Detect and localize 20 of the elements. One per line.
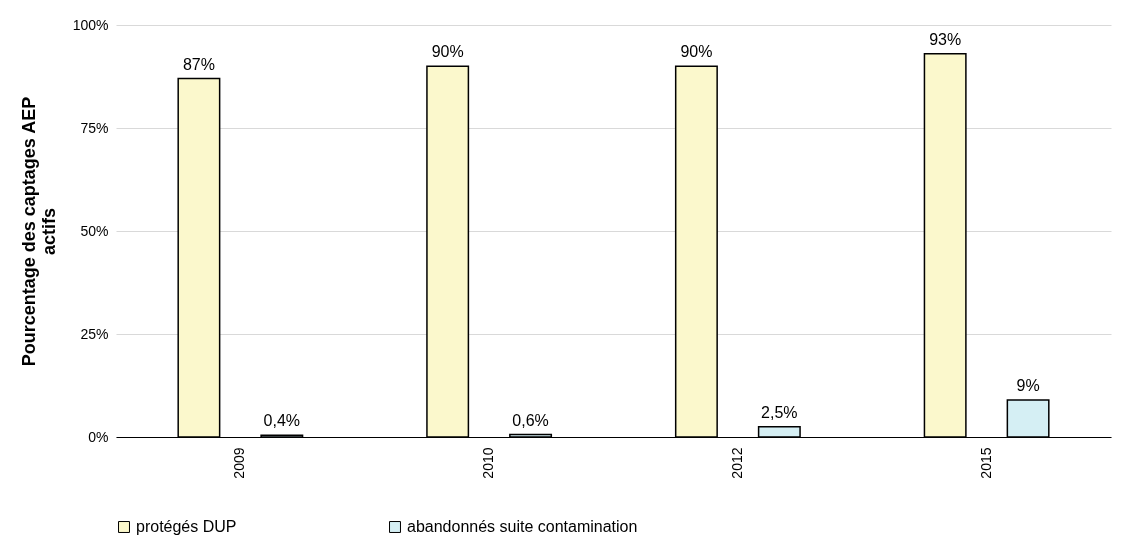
y-tick-label: 75%	[80, 119, 109, 136]
y-tick-label: 0%	[88, 428, 109, 445]
data-label: 0,4%	[263, 412, 301, 430]
data-label: 93%	[929, 30, 962, 48]
y-axis-title: Pourcentage des captages AEP actifs	[18, 96, 59, 367]
data-label: 90%	[431, 43, 464, 61]
data-label: 87%	[182, 55, 215, 73]
x-tick-label: 2010	[480, 447, 497, 479]
y-tick-label: 25%	[80, 325, 109, 342]
data-label: 2,5%	[761, 403, 798, 421]
x-tick-label: 2015	[977, 447, 994, 479]
x-tick-label: 2012	[728, 447, 745, 479]
y-tick-label: 50%	[80, 222, 109, 239]
data-label: 90%	[680, 43, 713, 61]
data-label: 9%	[1016, 376, 1040, 394]
data-label: 0,6%	[512, 411, 549, 429]
y-tick-label: 100%	[72, 16, 109, 33]
x-tick-label: 2009	[231, 447, 248, 479]
legend-label: abandonnés suite contamination	[407, 518, 638, 535]
legend-label: protégés DUP	[136, 518, 237, 535]
